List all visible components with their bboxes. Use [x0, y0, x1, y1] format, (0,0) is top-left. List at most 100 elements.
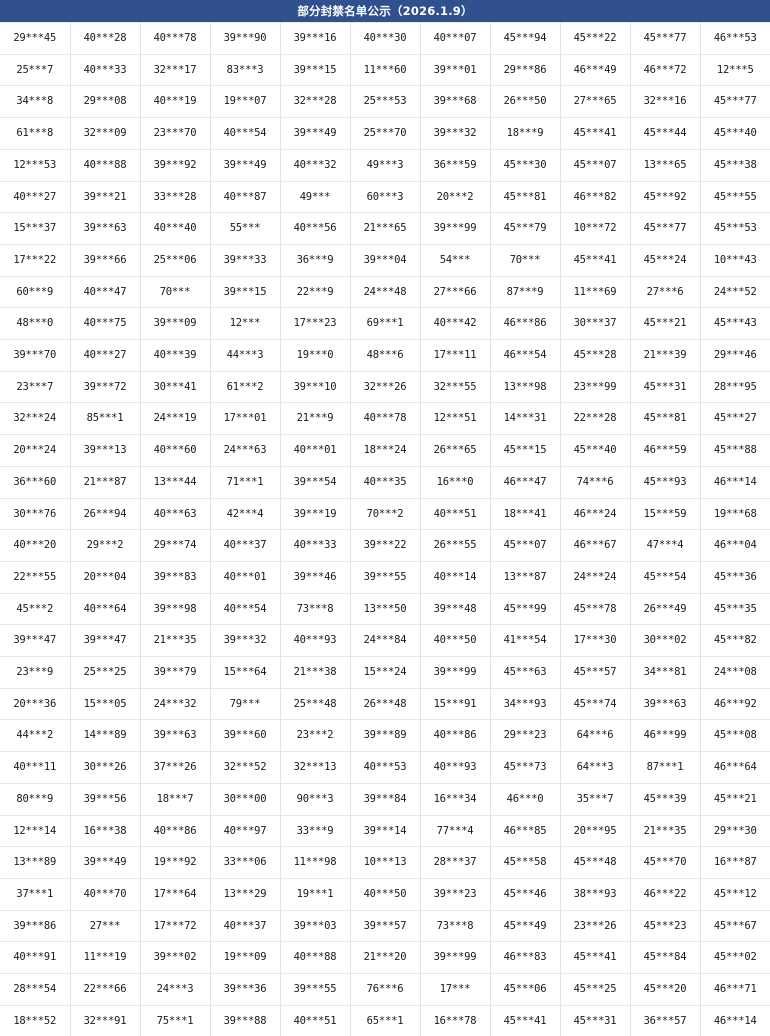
- masked-account-cell: 24***52: [700, 276, 770, 309]
- masked-account-cell: 40***93: [420, 751, 491, 784]
- masked-account-cell: 22***66: [70, 973, 141, 1006]
- masked-account-cell: 40***07: [420, 22, 491, 55]
- masked-account-cell: 45***27: [700, 402, 770, 436]
- masked-account-cell: 40***28: [70, 22, 141, 55]
- masked-account-cell: 17***23: [280, 307, 351, 341]
- masked-account-cell: 45***07: [560, 149, 631, 182]
- masked-account-cell: 35***7: [560, 783, 631, 816]
- masked-account-cell: 40***50: [350, 878, 421, 911]
- masked-account-cell: 45***28: [560, 339, 631, 372]
- masked-account-cell: 40***54: [210, 117, 281, 150]
- masked-account-cell: 45***57: [560, 656, 631, 689]
- masked-account-cell: 40***51: [420, 498, 491, 531]
- masked-account-cell: 27***: [70, 910, 141, 943]
- masked-account-cell: 21***20: [350, 941, 421, 975]
- masked-account-cell: 45***31: [560, 1005, 631, 1036]
- masked-account-cell: 20***24: [0, 434, 71, 467]
- table-row: 15***37 39***63 40***40 55*** 40***56 21***65…: [0, 212, 770, 245]
- masked-account-cell: 15***59: [630, 498, 701, 531]
- masked-account-cell: 49***3: [350, 149, 421, 182]
- masked-account-cell: 46***71: [700, 973, 770, 1006]
- table-row: 23***9 25***25 39***79 15***64 21***38 15***2…: [0, 656, 770, 689]
- masked-account-cell: 39***68: [420, 85, 491, 119]
- masked-account-cell: 45***21: [630, 307, 701, 341]
- table-row: 29***45 40***28 40***78 39***90 39***16 40***…: [0, 22, 770, 55]
- masked-account-cell: 40***60: [140, 434, 211, 467]
- masked-account-cell: 45***81: [630, 402, 701, 436]
- masked-account-cell: 61***2: [210, 371, 281, 404]
- masked-account-cell: 22***9: [280, 276, 351, 309]
- masked-account-cell: 48***0: [0, 307, 71, 341]
- masked-account-cell: 17***22: [0, 244, 71, 277]
- masked-account-cell: 87***1: [630, 751, 701, 784]
- masked-account-cell: 40***37: [210, 910, 281, 943]
- masked-account-cell: 40***47: [70, 276, 141, 309]
- masked-account-cell: 16***34: [420, 783, 491, 816]
- masked-account-cell: 40***78: [140, 22, 211, 55]
- masked-account-cell: 32***26: [350, 371, 421, 404]
- masked-account-cell: 24***08: [700, 656, 770, 689]
- masked-account-cell: 32***24: [0, 402, 71, 436]
- masked-account-cell: 41***54: [490, 624, 561, 658]
- masked-account-cell: 23***9: [0, 656, 71, 689]
- masked-account-cell: 45***77: [630, 22, 701, 55]
- page-title-bar: 部分封禁名单公示（2026.1.9）: [0, 0, 770, 22]
- masked-account-cell: 69***1: [350, 307, 421, 341]
- masked-account-cell: 29***23: [490, 719, 561, 753]
- masked-account-cell: 39***13: [70, 434, 141, 467]
- masked-account-cell: 12***: [210, 307, 281, 341]
- masked-account-cell: 40***19: [140, 85, 211, 119]
- masked-account-cell: 45***30: [490, 149, 561, 182]
- masked-account-cell: 45***41: [560, 941, 631, 975]
- masked-account-cell: 39***33: [210, 244, 281, 277]
- table-row: 30***76 26***94 40***63 42***4 39***19 70***2…: [0, 498, 770, 531]
- masked-account-cell: 60***3: [350, 181, 421, 214]
- masked-account-cell: 64***6: [560, 719, 631, 753]
- table-row: 60***9 40***47 70*** 39***15 22***9 24***48 27…: [0, 276, 770, 309]
- masked-account-cell: 13***89: [0, 846, 71, 879]
- masked-account-cell: 70***: [140, 276, 211, 309]
- masked-account-cell: 40***01: [280, 434, 351, 467]
- masked-account-cell: 39***32: [420, 117, 491, 150]
- masked-account-cell: 46***47: [490, 466, 561, 499]
- masked-account-cell: 39***72: [70, 371, 141, 404]
- masked-account-cell: 39***15: [210, 276, 281, 309]
- masked-account-cell: 24***84: [350, 624, 421, 658]
- masked-account-cell: 45***88: [700, 434, 770, 467]
- masked-account-cell: 39***63: [70, 212, 141, 245]
- masked-account-cell: 39***92: [140, 149, 211, 182]
- masked-account-cell: 27***6: [630, 276, 701, 309]
- table-row: 13***89 39***49 19***92 33***06 11***98 10***…: [0, 846, 770, 879]
- masked-account-cell: 40***11: [0, 751, 71, 784]
- masked-account-cell: 30***41: [140, 371, 211, 404]
- masked-account-cell: 45***84: [630, 941, 701, 975]
- masked-account-cell: 28***95: [700, 371, 770, 404]
- masked-account-cell: 25***7: [0, 54, 71, 87]
- masked-account-cell: 39***70: [0, 339, 71, 372]
- masked-account-cell: 37***26: [140, 751, 211, 784]
- masked-account-cell: 45***53: [700, 212, 770, 245]
- masked-account-cell: 30***02: [630, 624, 701, 658]
- masked-account-cell: 39***10: [280, 371, 351, 404]
- masked-account-cell: 46***59: [630, 434, 701, 467]
- masked-account-cell: 11***69: [560, 276, 631, 309]
- masked-account-cell: 12***5: [700, 54, 770, 87]
- masked-account-cell: 11***98: [280, 846, 351, 879]
- masked-account-cell: 45***70: [630, 846, 701, 879]
- masked-account-cell: 15***24: [350, 656, 421, 689]
- masked-account-cell: 76***6: [350, 973, 421, 1006]
- masked-account-cell: 45***41: [490, 1005, 561, 1036]
- masked-account-cell: 70***2: [350, 498, 421, 531]
- masked-account-cell: 18***7: [140, 783, 211, 816]
- masked-account-cell: 17***72: [140, 910, 211, 943]
- masked-account-cell: 39***32: [210, 624, 281, 658]
- masked-account-cell: 15***91: [420, 688, 491, 721]
- masked-account-cell: 45***92: [630, 181, 701, 214]
- masked-account-cell: 74***6: [560, 466, 631, 499]
- masked-account-cell: 12***51: [420, 402, 491, 436]
- masked-account-cell: 17***64: [140, 878, 211, 911]
- masked-account-cell: 39***56: [70, 783, 141, 816]
- masked-account-cell: 42***4: [210, 498, 281, 531]
- masked-account-cell: 39***36: [210, 973, 281, 1006]
